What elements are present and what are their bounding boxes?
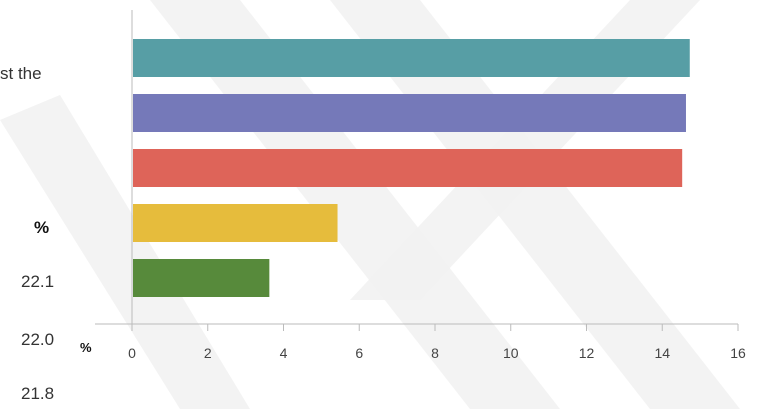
x-tick-label-16: 16 (730, 345, 746, 361)
x-axis-label: % (80, 340, 92, 355)
cropped-label-3: 22.1 (21, 272, 55, 291)
x-tick-label-8: 8 (431, 345, 439, 361)
cropped-label-1: st the (0, 64, 42, 83)
x-tick-label-6: 6 (355, 345, 363, 361)
x-tick-label-0: 0 (128, 345, 136, 361)
x-tick-label-12: 12 (579, 345, 595, 361)
cropped-label-4: 22.0 (21, 330, 55, 349)
axes (95, 10, 738, 325)
bar-3 (133, 149, 683, 187)
bar-5 (133, 259, 270, 297)
x-tick-label-4: 4 (280, 345, 288, 361)
bar-series (133, 39, 690, 297)
x-axis-ticks: 0 2 4 6 8 10 12 14 16 (128, 324, 746, 361)
cropped-label-5: 21.8 (21, 384, 55, 403)
x-tick-label-2: 2 (204, 345, 212, 361)
x-tick-label-10: 10 (503, 345, 519, 361)
cropped-label-2: % (34, 218, 50, 237)
x-tick-label-14: 14 (654, 345, 670, 361)
watermark-band-4 (0, 95, 250, 409)
bar-1 (133, 39, 690, 77)
bar-4 (133, 204, 338, 242)
bar-2 (133, 94, 686, 132)
